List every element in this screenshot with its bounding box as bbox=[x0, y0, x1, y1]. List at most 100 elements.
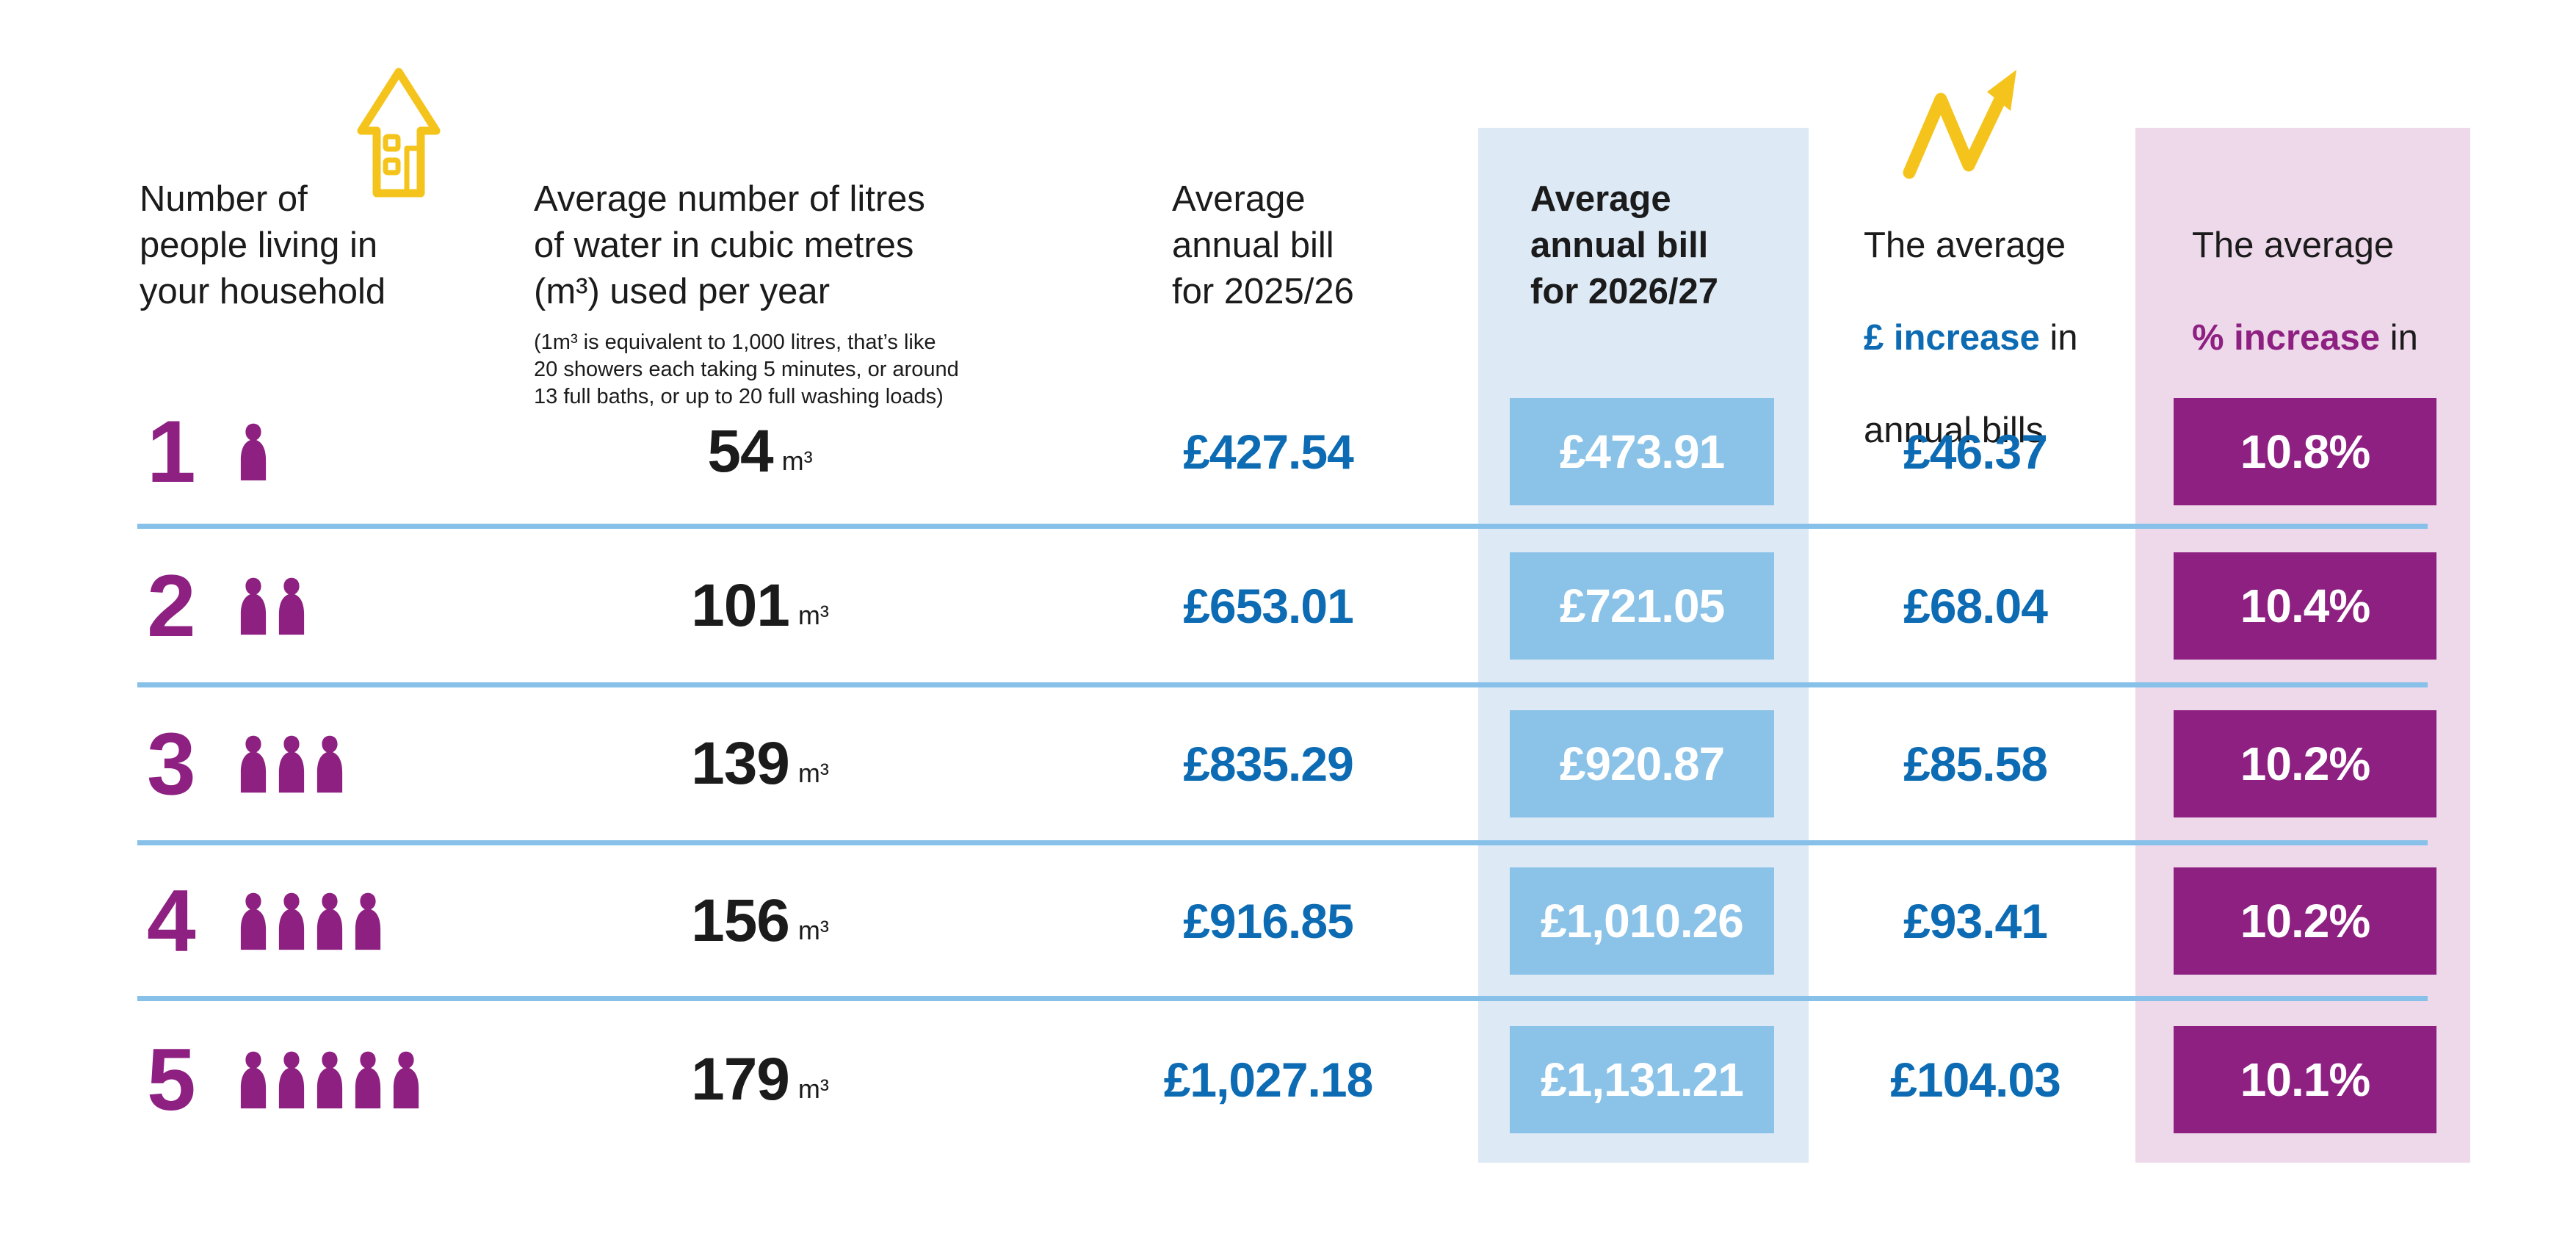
litres-unit: m³ bbox=[781, 446, 813, 476]
gbp-increase-value: £68.04 bbox=[1903, 579, 2048, 633]
bill-2025-value: £427.54 bbox=[1183, 425, 1354, 479]
person-icon bbox=[314, 1046, 346, 1113]
person-icon bbox=[314, 887, 346, 955]
litres-value: 139 bbox=[691, 730, 790, 797]
household-cell: 5 bbox=[147, 1000, 536, 1159]
gbp-increase-value: £46.37 bbox=[1903, 425, 2048, 479]
people-icons bbox=[237, 418, 269, 485]
litres-value: 156 bbox=[691, 887, 790, 954]
bill-2026-box: £920.87 bbox=[1510, 710, 1774, 817]
litres-unit: m³ bbox=[797, 1074, 829, 1104]
pct-increase-box: 10.2% bbox=[2174, 710, 2436, 817]
gbp-increase-value: £85.58 bbox=[1903, 737, 2048, 791]
header-litres: Average number of litres of water in cub… bbox=[534, 179, 925, 311]
header-pct-increase-line1: The average bbox=[2192, 225, 2395, 265]
person-icon bbox=[275, 730, 308, 798]
household-cell: 1 bbox=[147, 372, 536, 531]
litres-cell: 156 m³ bbox=[536, 842, 984, 1000]
gbp-increase-value: £93.41 bbox=[1903, 894, 2048, 948]
table-row-4: 4 156 m³ £916.85 £1,010.26 £93.41 10.2% bbox=[0, 842, 2576, 1000]
bill-2025-cell: £916.85 bbox=[1109, 842, 1428, 1000]
pct-increase-box: 10.1% bbox=[2174, 1026, 2436, 1133]
litres-footnote: (1m³ is equivalent to 1,000 litres, that… bbox=[534, 331, 959, 408]
household-count: 3 bbox=[147, 715, 196, 813]
bill-2026-cell: £721.05 bbox=[1510, 527, 1774, 685]
bill-2026-box: £473.91 bbox=[1510, 398, 1774, 505]
pct-increase-box: 10.4% bbox=[2174, 552, 2436, 660]
person-icon bbox=[237, 887, 269, 955]
table-row-1: 1 54 m³ £427.54 £473.91 £46.37 10.8% bbox=[0, 372, 2576, 531]
person-icon bbox=[390, 1046, 422, 1113]
people-icons bbox=[237, 730, 346, 798]
litres-unit: m³ bbox=[797, 600, 829, 630]
gbp-increase-cell: £93.41 bbox=[1814, 842, 2137, 1000]
litres-value: 101 bbox=[691, 572, 790, 639]
people-icons bbox=[237, 572, 308, 640]
people-icons bbox=[237, 887, 384, 955]
table-row-5: 5 179 m³ £1,027.18 £1,131.21 £104.03 10.… bbox=[0, 1000, 2576, 1159]
row-divider bbox=[137, 524, 2428, 529]
pct-increase-highlight: % increase bbox=[2192, 318, 2381, 358]
people-icons bbox=[237, 1046, 422, 1113]
header-gbp-increase-line3: annual bills bbox=[1864, 411, 2044, 450]
header-gbp-increase: The average £ increase in annual bills bbox=[1864, 176, 2078, 500]
household-count: 1 bbox=[147, 402, 196, 501]
pct-increase-cell: 10.2% bbox=[2174, 685, 2436, 843]
household-count: 5 bbox=[147, 1030, 196, 1129]
household-count: 4 bbox=[147, 872, 196, 970]
table-row-3: 3 139 m³ £835.29 £920.87 £85.58 10.2% bbox=[0, 685, 2576, 843]
bill-2025-cell: £653.01 bbox=[1109, 527, 1428, 685]
household-cell: 2 bbox=[147, 527, 536, 685]
bill-2025-cell: £835.29 bbox=[1109, 685, 1428, 843]
litres-unit: m³ bbox=[797, 915, 829, 945]
gbp-increase-after: in bbox=[2039, 318, 2078, 358]
bill-2026-box: £721.05 bbox=[1510, 552, 1774, 660]
litres-value: 54 bbox=[707, 418, 773, 485]
bill-2026-box: £1,131.21 bbox=[1510, 1026, 1774, 1133]
person-icon bbox=[237, 418, 269, 485]
header-household: Number of people living in your househol… bbox=[140, 179, 386, 311]
person-icon bbox=[314, 730, 346, 798]
bill-2026-cell: £1,131.21 bbox=[1510, 1000, 1774, 1159]
pct-increase-cell: 10.1% bbox=[2174, 1000, 2436, 1159]
table-row-2: 2 101 m³ £653.01 £721.05 £68.04 10.4% bbox=[0, 527, 2576, 685]
person-icon bbox=[237, 572, 269, 640]
litres-unit: m³ bbox=[797, 758, 829, 788]
row-divider bbox=[137, 996, 2428, 1001]
bill-2026-cell: £920.87 bbox=[1510, 685, 1774, 843]
bill-2026-cell: £1,010.26 bbox=[1510, 842, 1774, 1000]
gbp-increase-cell: £104.03 bbox=[1814, 1000, 2137, 1159]
bill-2025-cell: £427.54 bbox=[1109, 372, 1428, 531]
gbp-increase-highlight: £ increase bbox=[1864, 318, 2040, 358]
bill-2025-value: £835.29 bbox=[1183, 737, 1354, 791]
household-cell: 3 bbox=[147, 685, 536, 843]
litres-cell: 101 m³ bbox=[536, 527, 984, 685]
litres-cell: 54 m³ bbox=[536, 372, 984, 531]
bill-2025-value: £1,027.18 bbox=[1163, 1053, 1374, 1107]
bill-2025-value: £916.85 bbox=[1183, 894, 1354, 948]
pct-increase-cell: 10.2% bbox=[2174, 842, 2436, 1000]
gbp-increase-cell: £46.37 bbox=[1814, 372, 2137, 531]
row-divider bbox=[137, 682, 2428, 687]
bill-2026-cell: £473.91 bbox=[1510, 372, 1774, 531]
bill-2025-cell: £1,027.18 bbox=[1109, 1000, 1428, 1159]
gbp-increase-cell: £68.04 bbox=[1814, 527, 2137, 685]
pct-increase-cell: 10.8% bbox=[2174, 372, 2436, 531]
header-gbp-increase-line2: £ increase in bbox=[1864, 315, 2078, 361]
rising-arrow-icon bbox=[1903, 70, 2016, 179]
person-icon bbox=[352, 1046, 384, 1113]
person-icon bbox=[237, 730, 269, 798]
person-icon bbox=[237, 1046, 269, 1113]
pct-increase-cell: 10.4% bbox=[2174, 527, 2436, 685]
header-pct-increase-line2: % increase in bbox=[2192, 315, 2418, 361]
gbp-increase-value: £104.03 bbox=[1890, 1053, 2061, 1107]
pct-increase-after: in bbox=[2380, 318, 2418, 358]
gbp-increase-cell: £85.58 bbox=[1814, 685, 2137, 843]
house-icon bbox=[357, 68, 441, 198]
bill-2026-box: £1,010.26 bbox=[1510, 867, 1774, 975]
header-bill-2025-26: Average annual bill for 2025/26 bbox=[1172, 179, 1354, 311]
row-divider bbox=[137, 840, 2428, 845]
household-count: 2 bbox=[147, 557, 196, 655]
person-icon bbox=[275, 887, 308, 955]
